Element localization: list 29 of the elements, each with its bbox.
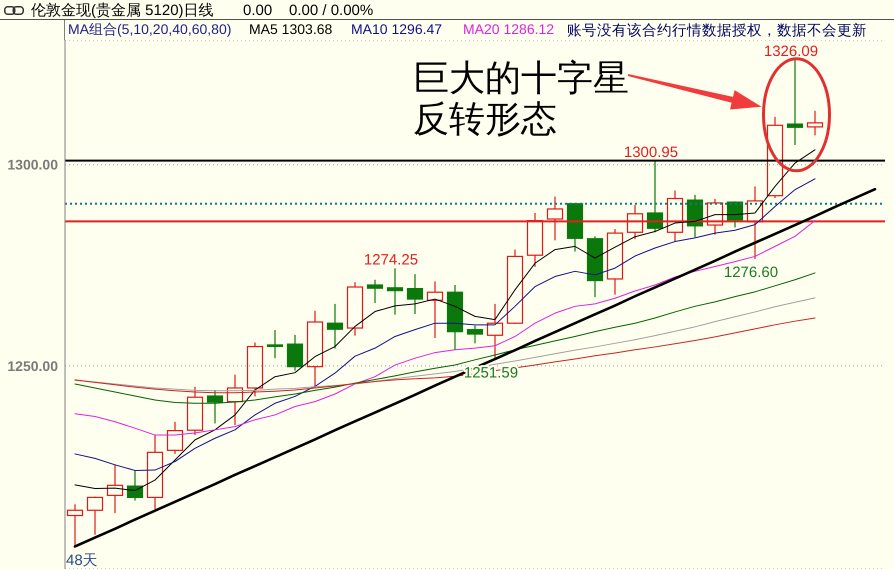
y-tick-label: 1300.00 (7, 156, 58, 173)
annotation: 48天 (66, 552, 98, 569)
text: 0.00 (243, 2, 272, 19)
candlestick (326, 303, 344, 350)
annotation: 1326.09 (764, 42, 818, 60)
annotation: 反转形态 (413, 99, 557, 139)
candlestick (386, 268, 404, 316)
annotation: 巨大的十字星 (413, 58, 629, 98)
chart-title: 伦敦金现(贵金属 5120)日线 (31, 1, 214, 20)
text: MA10 1296.47 (351, 21, 442, 37)
text: 账号没有该合约行情数据授权，数据不会更新 (567, 22, 867, 40)
candlestick (266, 329, 284, 359)
candlestick (306, 310, 324, 389)
annotation: 1274.25 (364, 251, 418, 268)
line-series (74, 188, 876, 548)
y-tick-label: 1250.00 (7, 358, 58, 374)
annotation: 1300.95 (624, 144, 678, 161)
text: MA5 1303.68 (249, 21, 332, 37)
candlestick (406, 274, 424, 315)
text: 0.00 / 0.00% (289, 2, 374, 19)
candlestick (486, 303, 504, 360)
legend-title: MA组合(5,10,20,40,60,80) (68, 21, 232, 39)
candlestick (786, 59, 804, 146)
candlestick (146, 434, 164, 510)
annotation: 1276.60 (724, 264, 778, 281)
candlestick (226, 374, 244, 426)
candlestick (426, 280, 444, 339)
candlestick (106, 464, 124, 514)
text: MA20 1286.12 (463, 21, 554, 37)
